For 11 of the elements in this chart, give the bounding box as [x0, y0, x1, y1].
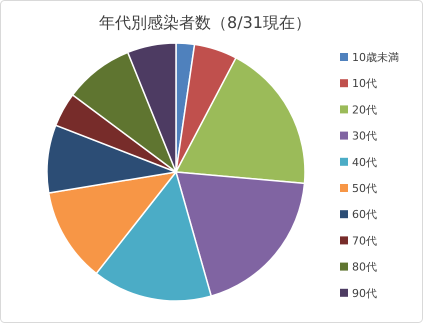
legend-label: 60代 — [352, 208, 377, 222]
legend-label: 50代 — [352, 182, 377, 195]
legend-label: 20代 — [352, 103, 377, 116]
legend-label: 40代 — [352, 156, 377, 169]
legend-label: 10代 — [352, 77, 377, 90]
legend-label: 30代 — [352, 130, 377, 143]
legend-label: 90代 — [352, 286, 377, 300]
legend-label: 10歳未満 — [352, 51, 399, 64]
legend-label: 80代 — [352, 260, 377, 274]
chart-title: 年代別感染者数（8/31現在） — [99, 13, 311, 32]
legend-label: 70代 — [352, 234, 377, 248]
